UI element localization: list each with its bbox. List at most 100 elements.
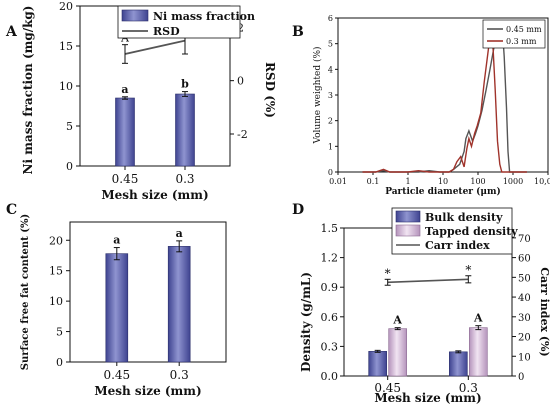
panel-d-ytick-label: 1.2: [321, 252, 339, 265]
panel-b-ytick-label: 1: [328, 142, 333, 151]
panel-a-ytick-label: 5: [66, 120, 73, 133]
panel-d-ytick-label: 0.3: [321, 340, 339, 353]
panel-d-carr-marker: *: [465, 263, 471, 277]
panel-c-ytick-label: 5: [56, 326, 63, 339]
panel-a-y2tick-label: 0: [237, 75, 244, 88]
panel-b-ytick-label: 2: [328, 117, 333, 126]
panel-d-y2tick-label: 10: [518, 352, 531, 363]
panel-b-legend-label: 0.3 mm: [506, 37, 537, 46]
panel-d-bar: [449, 351, 468, 377]
panel-b-xtick-label: 100: [470, 177, 485, 186]
panel-d-bar-error: [394, 327, 401, 331]
panel-a-y2-axis-label: RSD (%): [263, 62, 277, 118]
panel-a-chart: 0 5 10 15 20 -2 0 2 0.45 0.3 Mesh size (mm) Ni mass…: [21, 0, 277, 202]
panel-a-rsd-line: [124, 39, 186, 55]
panel-d-xtick-label: 0.45: [374, 381, 401, 395]
panel-b-ytick-label: 0: [328, 168, 333, 177]
panel-c-bar-error: [113, 247, 120, 261]
panel-d-legend-swatch-tapped: [395, 224, 421, 237]
panel-d-x-axis-label: Mesh size (mm): [374, 391, 481, 405]
panel-letter-d: D: [292, 202, 304, 218]
panel-d-ytick-label: 0.0: [321, 370, 339, 383]
panel-c-y-axis-label: Surface free fat content (%): [20, 214, 31, 370]
panel-d-carr-error: [465, 275, 472, 284]
panel-c-bar-error: [176, 240, 183, 253]
panel-b-xtick-label: 0.01: [329, 177, 347, 186]
panel-b-series-line: [362, 30, 527, 173]
panel-d-y2tick-label: 40: [518, 293, 531, 304]
panel-a-bar-error: [182, 91, 188, 97]
panel-a-y-axis-label: Ni mass fraction (mg/kg): [21, 6, 35, 175]
panel-d-bar-letter: A: [473, 312, 483, 325]
panel-c-ytick-label: 0: [56, 356, 63, 369]
panel-d-bar-letter: A: [392, 314, 402, 327]
panel-d-carr-line: [387, 278, 469, 284]
panel-a-y2tick-label: -2: [237, 128, 248, 141]
panel-a-ytick-label: 15: [59, 40, 73, 53]
panel-c-chart: 0 5 10 15 20 0.45 0.3 Mesh size (mm) Surface fre…: [20, 214, 227, 398]
panel-b-xtick-label: 10,000: [534, 177, 550, 186]
panel-c-ytick-label: 20: [49, 234, 63, 247]
panel-b-xtick-label: 1: [405, 177, 410, 186]
panel-a-xtick-label: 0.3: [175, 172, 194, 186]
panel-c-bar: [167, 246, 191, 363]
panel-b-x-axis-label: Particle diameter (μm): [385, 186, 501, 197]
panel-letter-b: B: [292, 24, 304, 40]
panel-a-bar: [175, 93, 195, 167]
panel-a-bar-letter: a: [121, 83, 128, 96]
panel-a-bar: [115, 97, 135, 167]
panel-a-bar-error: [122, 96, 128, 100]
panel-b-y-axis-label: Volume weighted (%): [312, 46, 323, 144]
panel-a-y2tick-label: 2: [237, 21, 244, 34]
panel-d-y-axis-label: Density (g/mL): [299, 272, 313, 372]
panel-b-xtick-label: 10: [438, 177, 448, 186]
panel-d-y2tick-label: 0: [518, 372, 524, 383]
panel-c-bar-letter: a: [113, 234, 120, 247]
panel-a-xtick-label: 0.45: [112, 172, 139, 186]
panel-d-ytick-label: 0.9: [321, 281, 339, 294]
panel-c-bar-letter: a: [176, 227, 183, 240]
panel-d-bar: [388, 328, 407, 377]
panel-b-legend: [482, 19, 546, 49]
panel-c-plot-frame: [69, 221, 227, 363]
panel-d-legend-swatch-bulk: [395, 210, 421, 223]
panel-b-ytick-label: 6: [328, 14, 333, 23]
panel-b-chart: 0 1 2 3 4 5 6 0.01 0.1 1 10 100 1000 10,000 Particle d…: [312, 14, 550, 197]
panel-b-ytick-label: 3: [328, 91, 333, 100]
panel-letter-a: A: [5, 24, 18, 40]
panel-b-xtick-label: 1000: [503, 177, 523, 186]
panel-a-ytick-label: 0: [66, 160, 73, 173]
panel-a-ytick-label: 10: [59, 80, 73, 93]
panel-letter-c: C: [6, 202, 17, 218]
panel-a-legend-label: Ni mass fraction: [153, 10, 255, 23]
panel-d-y2tick-label: 70: [518, 234, 531, 245]
panel-d-carr-marker: *: [385, 266, 391, 280]
panel-d-ytick-label: 0.6: [321, 311, 339, 324]
panel-b-xtick-label: 0.1: [367, 177, 380, 186]
panel-d-legend-label: Bulk density: [425, 211, 503, 224]
panel-d-chart: 0.0 0.3 0.6 0.9 1.2 1.5 0 10 20 30 40 50 60 70 0.45 0.3…: [299, 207, 550, 405]
panel-b-ytick-label: 4: [328, 65, 333, 74]
panel-d-bar-error: [374, 349, 381, 353]
panel-d-legend-label: Tapped density: [425, 225, 518, 238]
panel-a-ytick-label: 20: [59, 0, 73, 13]
panel-d-y2-axis-label: Carr index (%): [538, 267, 550, 356]
panel-c-ytick-label: 10: [49, 295, 63, 308]
panel-d-bar: [368, 351, 387, 377]
panel-c-bar: [105, 253, 129, 363]
panel-d-y2tick-label: 30: [518, 313, 531, 324]
panel-d-y2tick-label: 50: [518, 273, 531, 284]
panel-c-ytick-label: 15: [49, 265, 63, 278]
panel-a-legend-label: RSD: [153, 25, 180, 38]
panel-b-ytick-label: 5: [328, 40, 333, 49]
panel-d-legend-label: Carr index: [425, 239, 490, 252]
panel-d-xtick-label: 0.3: [459, 381, 478, 395]
panel-d-ytick-label: 1.5: [321, 222, 339, 235]
panel-d-bar: [469, 327, 488, 377]
panel-d-bar-error: [475, 325, 482, 331]
panel-d-y2tick-label: 20: [518, 333, 531, 344]
panel-c-x-axis-label: Mesh size (mm): [94, 384, 201, 398]
panel-c-xtick-label: 0.45: [103, 368, 130, 382]
panel-c-xtick-label: 0.3: [170, 368, 189, 382]
